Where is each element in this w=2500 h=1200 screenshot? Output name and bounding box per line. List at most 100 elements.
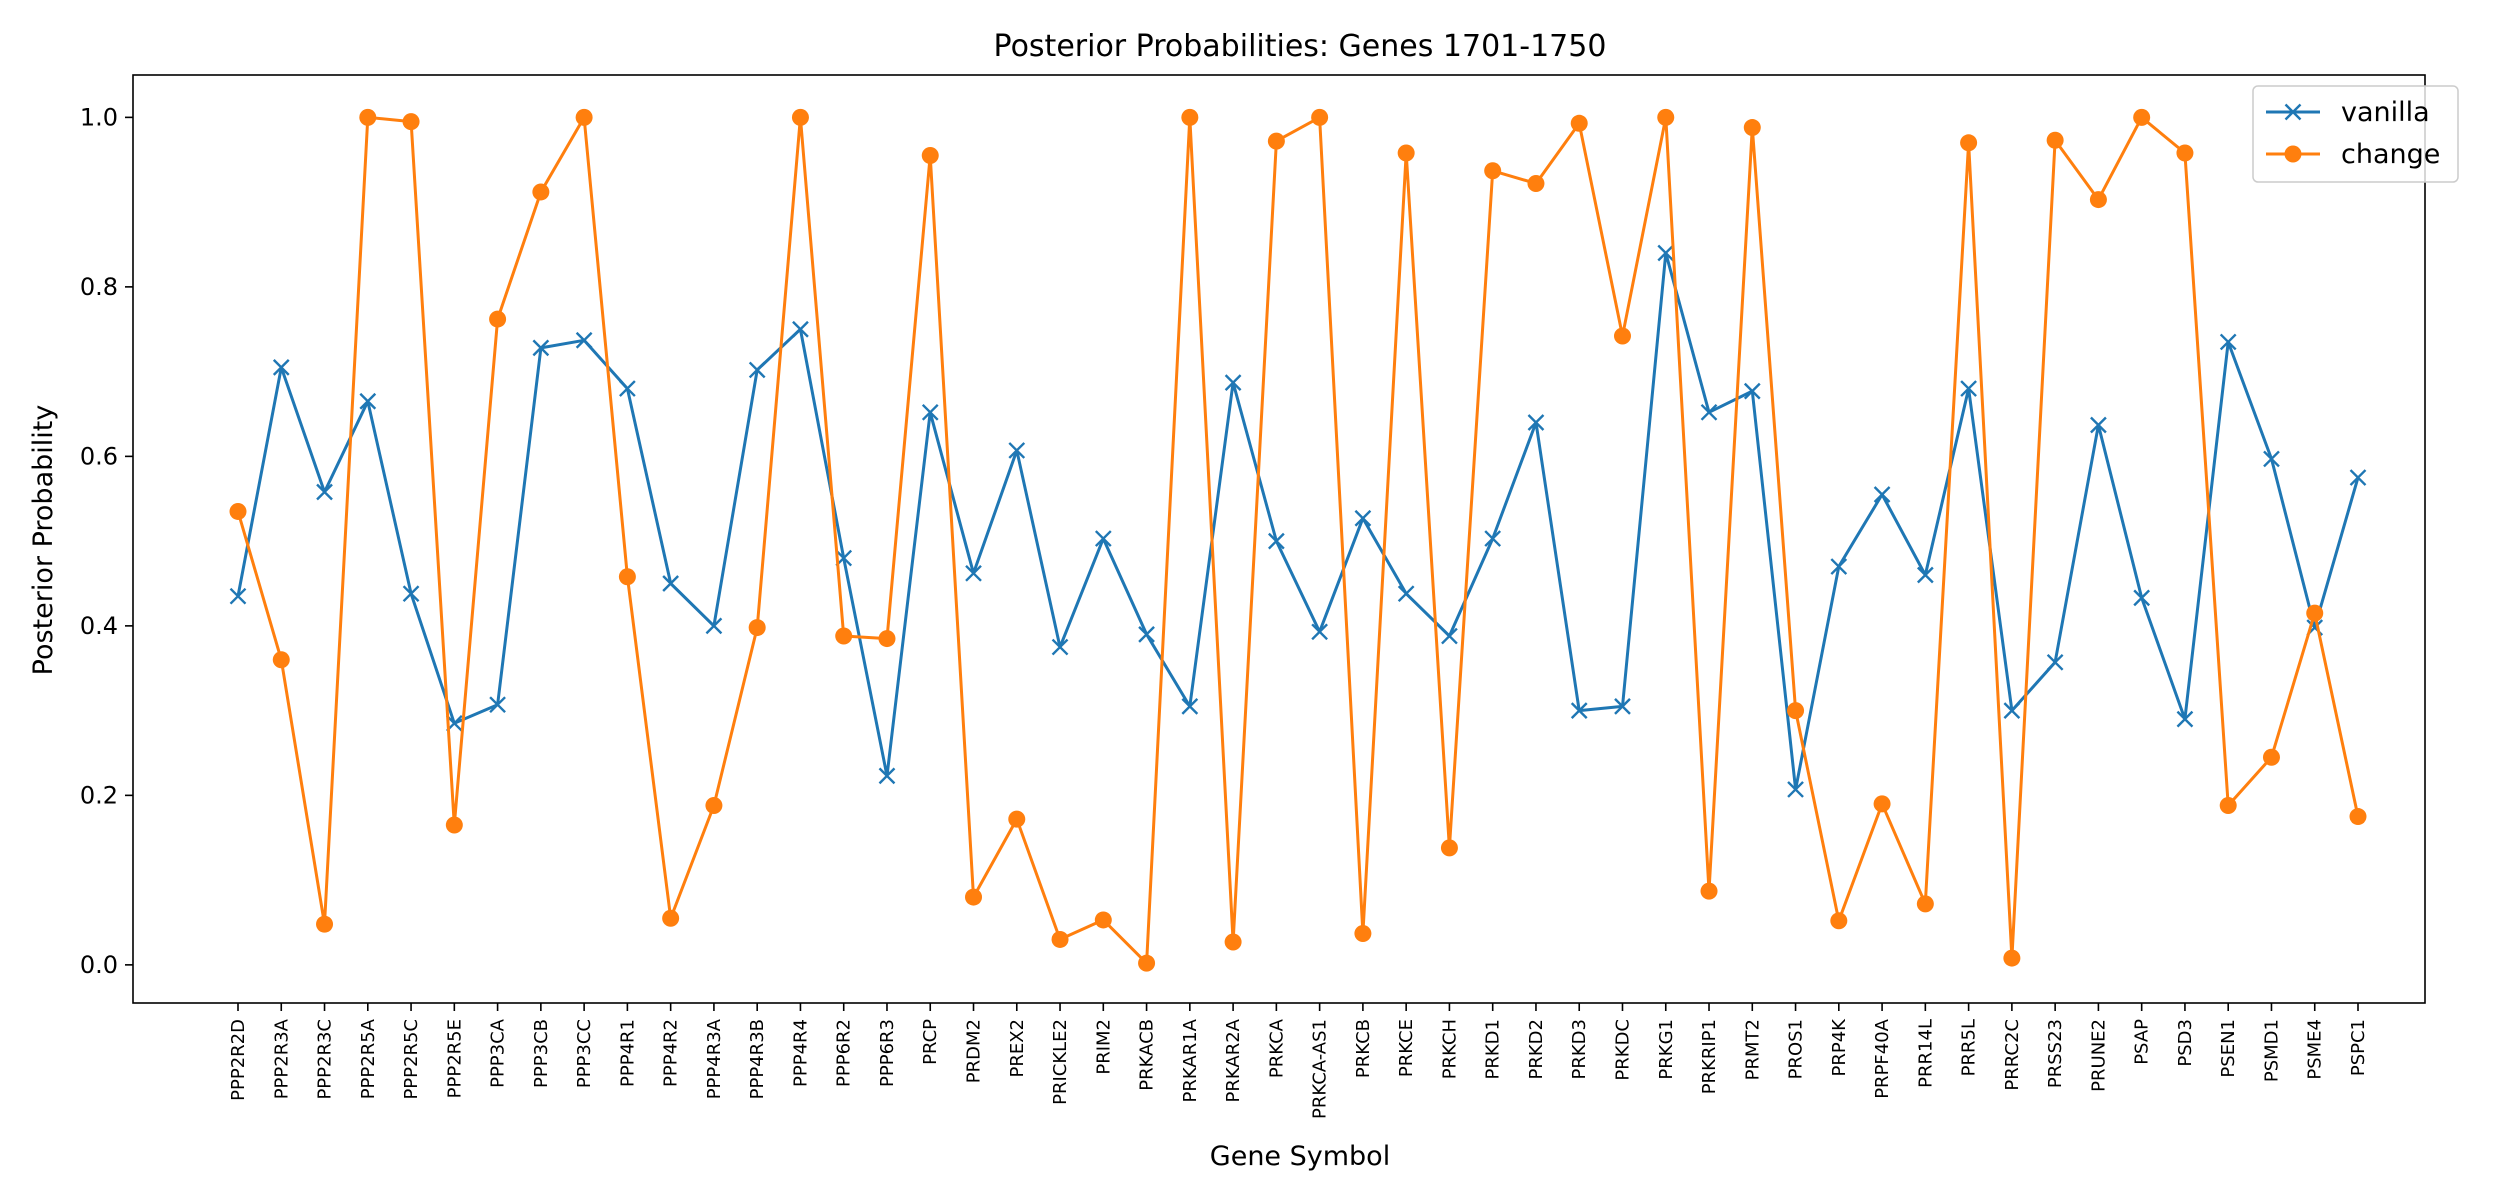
x-tick-label: PRKAR1A bbox=[1180, 1018, 1201, 1102]
data-point-change bbox=[1354, 925, 1372, 943]
data-point-change bbox=[1960, 134, 1978, 152]
data-point-change bbox=[921, 147, 939, 165]
x-tick-label: PRKD2 bbox=[1526, 1019, 1547, 1079]
data-point-vanilla bbox=[532, 339, 550, 357]
data-point-vanilla bbox=[1743, 382, 1761, 400]
data-point-vanilla bbox=[1614, 698, 1631, 715]
data-point-vanilla bbox=[2046, 653, 2064, 671]
x-tick-label: PRKCH bbox=[1439, 1019, 1460, 1079]
data-point-change bbox=[1138, 954, 1156, 972]
x-tick-label: PPP4R1 bbox=[617, 1019, 638, 1087]
data-point-change bbox=[748, 619, 766, 637]
legend-item-change: change bbox=[2266, 139, 2440, 170]
y-axis-label: Posterior Probability bbox=[28, 405, 59, 676]
data-point-vanilla bbox=[2133, 589, 2151, 607]
y-tick-label: 0.6 bbox=[80, 442, 118, 470]
x-tick-label: PPP2R3A bbox=[271, 1018, 292, 1099]
data-point-change bbox=[402, 113, 420, 131]
data-point-change bbox=[2219, 797, 2237, 815]
data-point-vanilla bbox=[1051, 638, 1069, 656]
x-tick-label: PPP4R3B bbox=[747, 1019, 768, 1099]
data-point-vanilla bbox=[1830, 558, 1848, 575]
x-tick-label: PRKCA-AS1 bbox=[1310, 1019, 1331, 1119]
data-point-vanilla bbox=[1960, 380, 1977, 397]
data-point-change bbox=[2176, 144, 2194, 162]
data-point-change bbox=[445, 816, 463, 834]
x-tick-label: PRKACB bbox=[1137, 1019, 1158, 1091]
data-point-change bbox=[1051, 930, 1069, 948]
data-point-vanilla bbox=[662, 575, 680, 592]
series-layer bbox=[229, 108, 2367, 972]
y-tick-label: 0.8 bbox=[80, 273, 118, 301]
data-point-change bbox=[1397, 144, 1415, 162]
data-point-change bbox=[791, 108, 809, 126]
x-tick-label: PRIM2 bbox=[1093, 1019, 1114, 1075]
data-point-change bbox=[2133, 108, 2151, 126]
x-tick-label: PSMD1 bbox=[2261, 1019, 2282, 1082]
data-point-vanilla bbox=[1008, 442, 1026, 459]
legend-marker bbox=[2284, 103, 2302, 121]
data-point-change bbox=[272, 651, 290, 669]
legend-marker bbox=[2284, 145, 2302, 163]
data-point-change bbox=[1700, 882, 1718, 900]
data-point-vanilla bbox=[965, 564, 982, 582]
data-point-change bbox=[2089, 191, 2107, 209]
data-point-vanilla bbox=[402, 585, 420, 603]
x-tick-label: PRKCE bbox=[1396, 1019, 1417, 1077]
data-point-change bbox=[1224, 933, 1242, 951]
data-point-vanilla bbox=[489, 696, 506, 714]
data-point-change bbox=[1181, 108, 1199, 126]
x-tick-label: PSD3 bbox=[2175, 1019, 2196, 1067]
x-tick-label: PPP4R3A bbox=[704, 1018, 725, 1099]
data-point-change bbox=[1873, 795, 1891, 813]
data-point-vanilla bbox=[1441, 627, 1458, 645]
data-point-change bbox=[2046, 131, 2064, 149]
x-tick-label: PRKAR2A bbox=[1223, 1018, 1244, 1102]
data-point-vanilla bbox=[2003, 702, 2021, 719]
data-point-vanilla bbox=[272, 359, 290, 376]
data-point-change bbox=[618, 568, 636, 586]
data-point-change bbox=[1743, 119, 1761, 137]
x-tick-label: PREX2 bbox=[1007, 1019, 1028, 1078]
x-tick-label: PRKRIP1 bbox=[1699, 1019, 1720, 1094]
x-tick-label: PRICKLE2 bbox=[1050, 1019, 1071, 1105]
data-point-change bbox=[1787, 702, 1805, 720]
data-point-vanilla bbox=[1354, 509, 1372, 527]
series-vanilla bbox=[229, 244, 2367, 798]
y-tick-label: 0.0 bbox=[80, 951, 118, 979]
x-tick-label: PRRC2C bbox=[2002, 1019, 2023, 1091]
x-tick-label: PRUNE2 bbox=[2088, 1019, 2109, 1092]
x-tick-label: PPP2R5A bbox=[358, 1018, 379, 1099]
data-point-vanilla bbox=[921, 403, 939, 421]
x-tick-label: PROS1 bbox=[1786, 1019, 1807, 1079]
data-point-vanilla bbox=[2349, 469, 2367, 486]
x-tick-label: PPP2R2D bbox=[228, 1019, 249, 1101]
data-point-change bbox=[835, 627, 853, 645]
x-tick-label: PPP3CB bbox=[531, 1019, 552, 1088]
data-point-vanilla bbox=[316, 483, 333, 501]
x-tick-label: PPP2R5C bbox=[401, 1019, 422, 1100]
x-tick-label: PRKDC bbox=[1612, 1019, 1633, 1081]
data-point-change bbox=[2306, 604, 2324, 622]
data-point-change bbox=[2262, 748, 2280, 766]
data-point-vanilla bbox=[1138, 625, 1155, 643]
x-tick-label: PSAP bbox=[2132, 1019, 2153, 1065]
x-tick-label: PRPF40A bbox=[1872, 1018, 1893, 1098]
data-point-change bbox=[489, 310, 507, 328]
data-point-vanilla bbox=[1787, 781, 1804, 798]
y-tick-label: 1.0 bbox=[80, 103, 118, 131]
data-point-change bbox=[1613, 327, 1631, 345]
x-tick-label: PSME4 bbox=[2305, 1019, 2326, 1080]
data-point-change bbox=[1267, 132, 1285, 150]
x-tick-label: PRKCB bbox=[1353, 1019, 1374, 1078]
x-axis-label: Gene Symbol bbox=[1210, 1141, 1390, 1172]
data-point-change bbox=[2349, 808, 2367, 826]
x-tick-label: PPP3CA bbox=[488, 1018, 509, 1088]
x-tick-label: PRR5L bbox=[1959, 1019, 1980, 1076]
x-tick-label: PRKD3 bbox=[1569, 1019, 1590, 1079]
plot-area bbox=[132, 74, 2426, 1004]
data-point-vanilla bbox=[575, 331, 593, 349]
x-tick-label: PRDM2 bbox=[964, 1019, 985, 1083]
